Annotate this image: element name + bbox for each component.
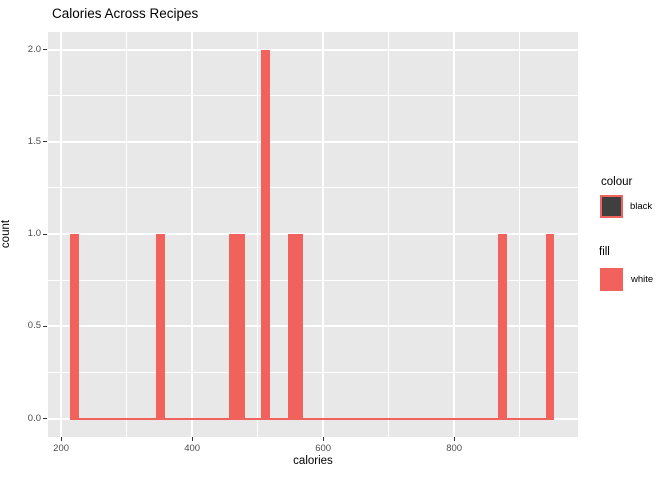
gridline-y-major	[48, 233, 578, 236]
y-tick-label: 1.5	[27, 135, 41, 147]
y-tick-label: 0.0	[27, 412, 41, 424]
histogram-bar	[287, 234, 304, 419]
y-axis-tick	[43, 141, 47, 143]
x-tick-label: 600	[315, 443, 332, 454]
x-tick-label: 800	[446, 443, 463, 454]
legend-colour-title: colour	[601, 176, 633, 188]
plot-panel	[48, 32, 578, 437]
y-tick-label: 1.0	[27, 228, 41, 240]
histogram-bar	[70, 234, 80, 419]
y-axis: 0.0 0.5 1.0 1.5 2.0	[0, 32, 47, 437]
y-tick-label: 0.5	[27, 320, 41, 332]
y-axis-tick	[43, 325, 47, 327]
gridline-y-minor	[48, 95, 578, 97]
gridline-y-minor	[48, 371, 578, 373]
gridline-y-minor	[48, 279, 578, 281]
legend-fill-key-swatch	[600, 268, 623, 291]
x-axis-tick	[322, 437, 324, 441]
y-tick-label: 2.0	[27, 43, 41, 55]
y-axis-title: count	[0, 219, 12, 249]
legend-colour-key-swatch	[600, 195, 623, 218]
x-tick-label: 200	[53, 443, 70, 454]
x-axis-title: calories	[293, 455, 333, 467]
y-axis-tick	[43, 49, 47, 51]
legend-colour-label: black	[630, 201, 653, 212]
x-tick-label: 400	[184, 443, 201, 454]
histogram-bar	[498, 234, 508, 419]
gridline-y-major	[48, 325, 578, 328]
legend-fill-title: fill	[599, 246, 610, 258]
plot-title: Calories Across Recipes	[52, 6, 199, 21]
x-axis-tick	[191, 437, 193, 441]
y-axis-tick	[43, 233, 47, 235]
gridline-y-major	[48, 48, 578, 51]
x-axis-tick	[453, 437, 455, 441]
zero-count-baseline	[70, 417, 555, 420]
gridline-y-major	[48, 140, 578, 143]
histogram-bar	[228, 234, 245, 419]
histogram-bar	[260, 49, 271, 419]
gridline-y-minor	[48, 187, 578, 189]
x-axis: 200 400 600 800	[48, 437, 578, 461]
histogram-bar	[156, 234, 166, 419]
x-axis-tick	[60, 437, 62, 441]
histogram-bar	[545, 234, 555, 419]
legend-fill-label: white	[631, 274, 654, 285]
y-axis-tick	[43, 418, 47, 420]
